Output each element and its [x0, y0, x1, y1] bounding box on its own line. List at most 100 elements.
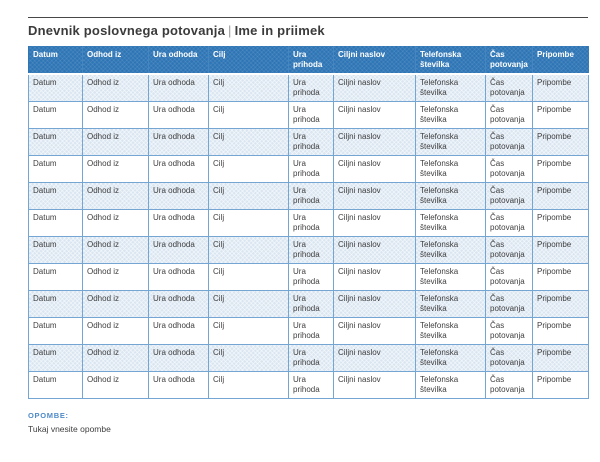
cell-ura-prihoda[interactable]: Ura prihoda: [288, 317, 334, 345]
cell-cilj[interactable]: Cilj: [208, 182, 289, 210]
cell-ura-prihoda[interactable]: Ura prihoda: [288, 128, 334, 156]
cell-cilj[interactable]: Cilj: [208, 155, 289, 183]
cell-cilj[interactable]: Cilj: [208, 317, 289, 345]
cell-pripombe[interactable]: Pripombe: [532, 73, 589, 102]
cell-cilj[interactable]: Cilj: [208, 101, 289, 129]
cell-ura-prihoda[interactable]: Ura prihoda: [288, 155, 334, 183]
cell-ciljni-naslov[interactable]: Ciljni naslov: [333, 73, 416, 102]
cell-telefonska-stevilka[interactable]: Telefonska številka: [415, 182, 486, 210]
cell-ura-prihoda[interactable]: Ura prihoda: [288, 371, 334, 399]
cell-cas-potovanja[interactable]: Čas potovanja: [485, 263, 533, 291]
cell-ura-prihoda[interactable]: Ura prihoda: [288, 182, 334, 210]
cell-datum[interactable]: Datum: [28, 371, 83, 399]
cell-telefonska-stevilka[interactable]: Telefonska številka: [415, 317, 486, 345]
cell-ciljni-naslov[interactable]: Ciljni naslov: [333, 209, 416, 237]
notes-placeholder[interactable]: Tukaj vnesite opombe: [28, 424, 111, 434]
cell-ciljni-naslov[interactable]: Ciljni naslov: [333, 182, 416, 210]
cell-pripombe[interactable]: Pripombe: [532, 317, 589, 345]
cell-odhod-iz[interactable]: Odhod iz: [82, 236, 149, 264]
cell-cas-potovanja[interactable]: Čas potovanja: [485, 128, 533, 156]
cell-telefonska-stevilka[interactable]: Telefonska številka: [415, 155, 486, 183]
cell-odhod-iz[interactable]: Odhod iz: [82, 128, 149, 156]
cell-cilj[interactable]: Cilj: [208, 128, 289, 156]
cell-pripombe[interactable]: Pripombe: [532, 128, 589, 156]
cell-telefonska-stevilka[interactable]: Telefonska številka: [415, 128, 486, 156]
cell-ciljni-naslov[interactable]: Ciljni naslov: [333, 236, 416, 264]
cell-odhod-iz[interactable]: Odhod iz: [82, 209, 149, 237]
cell-pripombe[interactable]: Pripombe: [532, 155, 589, 183]
cell-ciljni-naslov[interactable]: Ciljni naslov: [333, 263, 416, 291]
cell-telefonska-stevilka[interactable]: Telefonska številka: [415, 236, 486, 264]
cell-ura-prihoda[interactable]: Ura prihoda: [288, 263, 334, 291]
cell-telefonska-stevilka[interactable]: Telefonska številka: [415, 263, 486, 291]
cell-odhod-iz[interactable]: Odhod iz: [82, 73, 149, 102]
cell-datum[interactable]: Datum: [28, 128, 83, 156]
cell-ura-odhoda[interactable]: Ura odhoda: [148, 290, 209, 318]
cell-pripombe[interactable]: Pripombe: [532, 209, 589, 237]
cell-cas-potovanja[interactable]: Čas potovanja: [485, 371, 533, 399]
cell-ciljni-naslov[interactable]: Ciljni naslov: [333, 101, 416, 129]
cell-odhod-iz[interactable]: Odhod iz: [82, 371, 149, 399]
cell-odhod-iz[interactable]: Odhod iz: [82, 263, 149, 291]
cell-odhod-iz[interactable]: Odhod iz: [82, 290, 149, 318]
cell-cas-potovanja[interactable]: Čas potovanja: [485, 236, 533, 264]
cell-cas-potovanja[interactable]: Čas potovanja: [485, 101, 533, 129]
cell-odhod-iz[interactable]: Odhod iz: [82, 344, 149, 372]
cell-ciljni-naslov[interactable]: Ciljni naslov: [333, 128, 416, 156]
cell-ciljni-naslov[interactable]: Ciljni naslov: [333, 371, 416, 399]
cell-cilj[interactable]: Cilj: [208, 236, 289, 264]
cell-cas-potovanja[interactable]: Čas potovanja: [485, 317, 533, 345]
cell-cilj[interactable]: Cilj: [208, 73, 289, 102]
cell-ura-prihoda[interactable]: Ura prihoda: [288, 101, 334, 129]
cell-ura-prihoda[interactable]: Ura prihoda: [288, 236, 334, 264]
cell-ura-prihoda[interactable]: Ura prihoda: [288, 290, 334, 318]
cell-telefonska-stevilka[interactable]: Telefonska številka: [415, 290, 486, 318]
cell-cilj[interactable]: Cilj: [208, 209, 289, 237]
cell-ciljni-naslov[interactable]: Ciljni naslov: [333, 290, 416, 318]
cell-ura-odhoda[interactable]: Ura odhoda: [148, 101, 209, 129]
cell-ciljni-naslov[interactable]: Ciljni naslov: [333, 155, 416, 183]
cell-cilj[interactable]: Cilj: [208, 344, 289, 372]
cell-cilj[interactable]: Cilj: [208, 371, 289, 399]
cell-telefonska-stevilka[interactable]: Telefonska številka: [415, 209, 486, 237]
cell-ura-odhoda[interactable]: Ura odhoda: [148, 236, 209, 264]
cell-cas-potovanja[interactable]: Čas potovanja: [485, 155, 533, 183]
cell-cas-potovanja[interactable]: Čas potovanja: [485, 209, 533, 237]
cell-datum[interactable]: Datum: [28, 344, 83, 372]
cell-datum[interactable]: Datum: [28, 236, 83, 264]
cell-ura-prihoda[interactable]: Ura prihoda: [288, 209, 334, 237]
cell-ciljni-naslov[interactable]: Ciljni naslov: [333, 317, 416, 345]
cell-pripombe[interactable]: Pripombe: [532, 263, 589, 291]
cell-datum[interactable]: Datum: [28, 101, 83, 129]
cell-datum[interactable]: Datum: [28, 209, 83, 237]
cell-datum[interactable]: Datum: [28, 290, 83, 318]
cell-cas-potovanja[interactable]: Čas potovanja: [485, 182, 533, 210]
cell-ura-prihoda[interactable]: Ura prihoda: [288, 344, 334, 372]
cell-ura-odhoda[interactable]: Ura odhoda: [148, 155, 209, 183]
cell-datum[interactable]: Datum: [28, 155, 83, 183]
cell-odhod-iz[interactable]: Odhod iz: [82, 317, 149, 345]
cell-datum[interactable]: Datum: [28, 317, 83, 345]
cell-pripombe[interactable]: Pripombe: [532, 290, 589, 318]
cell-telefonska-stevilka[interactable]: Telefonska številka: [415, 371, 486, 399]
cell-ciljni-naslov[interactable]: Ciljni naslov: [333, 344, 416, 372]
cell-ura-odhoda[interactable]: Ura odhoda: [148, 128, 209, 156]
cell-ura-prihoda[interactable]: Ura prihoda: [288, 73, 334, 102]
cell-odhod-iz[interactable]: Odhod iz: [82, 155, 149, 183]
cell-cilj[interactable]: Cilj: [208, 290, 289, 318]
cell-ura-odhoda[interactable]: Ura odhoda: [148, 317, 209, 345]
cell-telefonska-stevilka[interactable]: Telefonska številka: [415, 101, 486, 129]
cell-odhod-iz[interactable]: Odhod iz: [82, 101, 149, 129]
cell-ura-odhoda[interactable]: Ura odhoda: [148, 73, 209, 102]
cell-datum[interactable]: Datum: [28, 263, 83, 291]
cell-telefonska-stevilka[interactable]: Telefonska številka: [415, 73, 486, 102]
cell-datum[interactable]: Datum: [28, 182, 83, 210]
cell-ura-odhoda[interactable]: Ura odhoda: [148, 182, 209, 210]
cell-pripombe[interactable]: Pripombe: [532, 182, 589, 210]
cell-ura-odhoda[interactable]: Ura odhoda: [148, 209, 209, 237]
cell-datum[interactable]: Datum: [28, 73, 83, 102]
cell-pripombe[interactable]: Pripombe: [532, 344, 589, 372]
title-name-placeholder[interactable]: Ime in priimek: [234, 23, 325, 38]
cell-odhod-iz[interactable]: Odhod iz: [82, 182, 149, 210]
cell-cas-potovanja[interactable]: Čas potovanja: [485, 73, 533, 102]
